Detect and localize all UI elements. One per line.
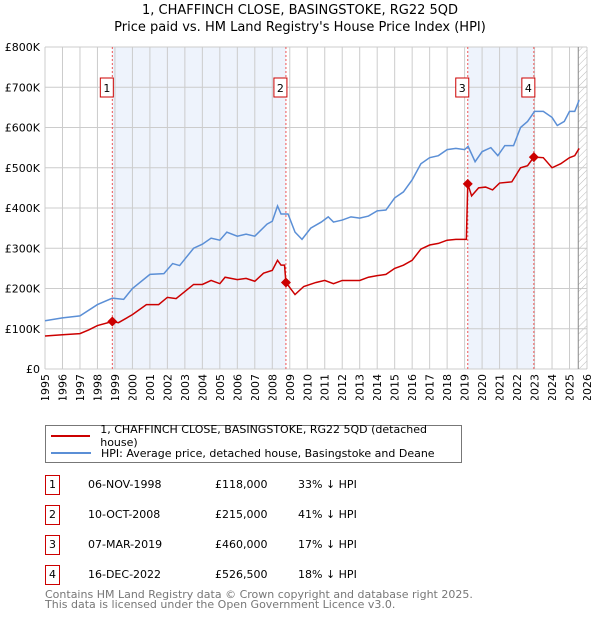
legend-label: 1, CHAFFINCH CLOSE, BASINGSTOKE, RG22 5Q… <box>100 423 427 449</box>
transaction-date: 07-MAR-2019 <box>88 538 163 551</box>
y-tick-label: £700K <box>5 81 41 94</box>
x-tick-label: 2023 <box>529 374 542 400</box>
transaction-date: 06-NOV-1998 <box>88 478 162 491</box>
legend-swatch <box>51 452 91 454</box>
x-tick-label: 2021 <box>494 374 507 400</box>
legend-swatch <box>51 435 91 437</box>
y-tick-label: £800K <box>5 41 41 54</box>
marker-box <box>273 77 288 98</box>
chart-subtitle: Price paid vs. HM Land Registry's House … <box>114 20 486 35</box>
x-tick-label: 2014 <box>371 374 384 400</box>
price-chart: 1995 1996 1997 1998 1999 2000 2001 2002 2003 2004… <box>5 41 594 400</box>
transaction-date: 10-OCT-2008 <box>88 508 161 521</box>
sale-point <box>107 316 118 327</box>
hpi-line <box>44 99 580 322</box>
transaction-number: 2 <box>45 505 60 525</box>
y-tick-label: £600K <box>5 122 41 135</box>
sale-point <box>528 152 539 163</box>
x-tick-label: 1995 <box>39 374 52 400</box>
x-tick-label: 2008 <box>266 374 279 400</box>
sale-point <box>280 277 291 288</box>
x-tick-label: 2005 <box>214 374 227 400</box>
x-tick-label: 2017 <box>424 374 437 400</box>
x-tick-label: 2013 <box>354 374 367 400</box>
marker-label: 4 <box>525 82 532 95</box>
x-tick-label: 2009 <box>284 374 297 400</box>
legend-label: HPI: Average price, detached house, Basi… <box>101 446 435 460</box>
transaction-hpi: 18% ↓ HPI <box>298 568 357 581</box>
marker-label: 2 <box>277 82 284 95</box>
transaction-hpi: 17% ↓ HPI <box>298 538 357 551</box>
x-tick-label: 2011 <box>319 374 332 400</box>
x-tick-label: 2020 <box>476 374 489 400</box>
x-tick-label: 2016 <box>406 374 419 400</box>
x-tick-label: 2015 <box>389 374 402 400</box>
transaction-price: £526,500 <box>215 568 268 581</box>
transaction-number: 4 <box>45 565 60 585</box>
x-tick-label: 1998 <box>91 374 104 400</box>
sale-point <box>462 178 473 189</box>
transaction-price: £215,000 <box>215 508 268 521</box>
x-tick-label: 2026 <box>581 374 594 400</box>
x-tick-label: 2003 <box>179 374 192 400</box>
y-tick-label: £400K <box>5 202 41 215</box>
y-tick-label: £100K <box>5 323 41 336</box>
x-tick-label: 2012 <box>336 374 349 400</box>
y-tick-label: £200K <box>5 283 41 296</box>
footer-line-2: This data is licensed under the Open Gov… <box>45 598 396 611</box>
x-tick-label: 2018 <box>441 374 454 400</box>
transaction-price: £460,000 <box>215 538 268 551</box>
transaction-row: 2 10-OCT-2008 £215,000 41% ↓ HPI <box>45 505 465 525</box>
legend-item-property: 1, CHAFFINCH CLOSE, BASINGSTOKE, RG22 5Q… <box>46 423 461 449</box>
x-tick-label: 2006 <box>231 374 244 400</box>
x-tick-label: 1999 <box>109 374 122 400</box>
transaction-hpi: 33% ↓ HPI <box>298 478 357 491</box>
x-tick-label: 2002 <box>161 374 174 400</box>
marker-label: 1 <box>103 82 110 95</box>
footer-line-1: Contains HM Land Registry data © Crown c… <box>45 588 473 601</box>
y-tick-label: £300K <box>5 242 41 255</box>
x-tick-label: 2004 <box>196 374 209 400</box>
x-tick-label: 2000 <box>126 374 139 400</box>
legend-item-hpi: HPI: Average price, detached house, Basi… <box>46 445 435 461</box>
chart-title: 1, CHAFFINCH CLOSE, BASINGSTOKE, RG22 5Q… <box>141 3 459 18</box>
property-line <box>44 148 580 337</box>
x-tick-label: 2010 <box>301 374 314 400</box>
marker-box <box>455 77 470 98</box>
marker-box <box>521 77 536 98</box>
transaction-hpi: 41% ↓ HPI <box>298 508 357 521</box>
x-tick-label: 1997 <box>74 374 87 400</box>
x-tick-label: 2024 <box>546 374 559 400</box>
transaction-price: £118,000 <box>215 478 268 491</box>
x-tick-label: 2001 <box>144 374 157 400</box>
y-tick-label: £500K <box>5 162 41 175</box>
marker-label: 3 <box>459 82 466 95</box>
transaction-row: 3 07-MAR-2019 £460,000 17% ↓ HPI <box>45 535 465 555</box>
transaction-row: 1 06-NOV-1998 £118,000 33% ↓ HPI <box>45 475 465 495</box>
x-tick-label: 2022 <box>511 374 524 400</box>
x-tick-label: 2025 <box>564 374 577 400</box>
marker-box <box>99 77 114 98</box>
y-tick-label: £0 <box>26 363 40 376</box>
transaction-number: 3 <box>45 535 60 555</box>
legend: 1, CHAFFINCH CLOSE, BASINGSTOKE, RG22 5Q… <box>45 423 462 463</box>
transaction-date: 16-DEC-2022 <box>88 568 162 581</box>
x-tick-label: 1996 <box>56 374 69 400</box>
transaction-row: 4 16-DEC-2022 £526,500 18% ↓ HPI <box>45 565 465 585</box>
x-tick-label: 2019 <box>459 374 472 400</box>
x-tick-label: 2007 <box>249 374 262 400</box>
transaction-number: 1 <box>45 475 60 495</box>
